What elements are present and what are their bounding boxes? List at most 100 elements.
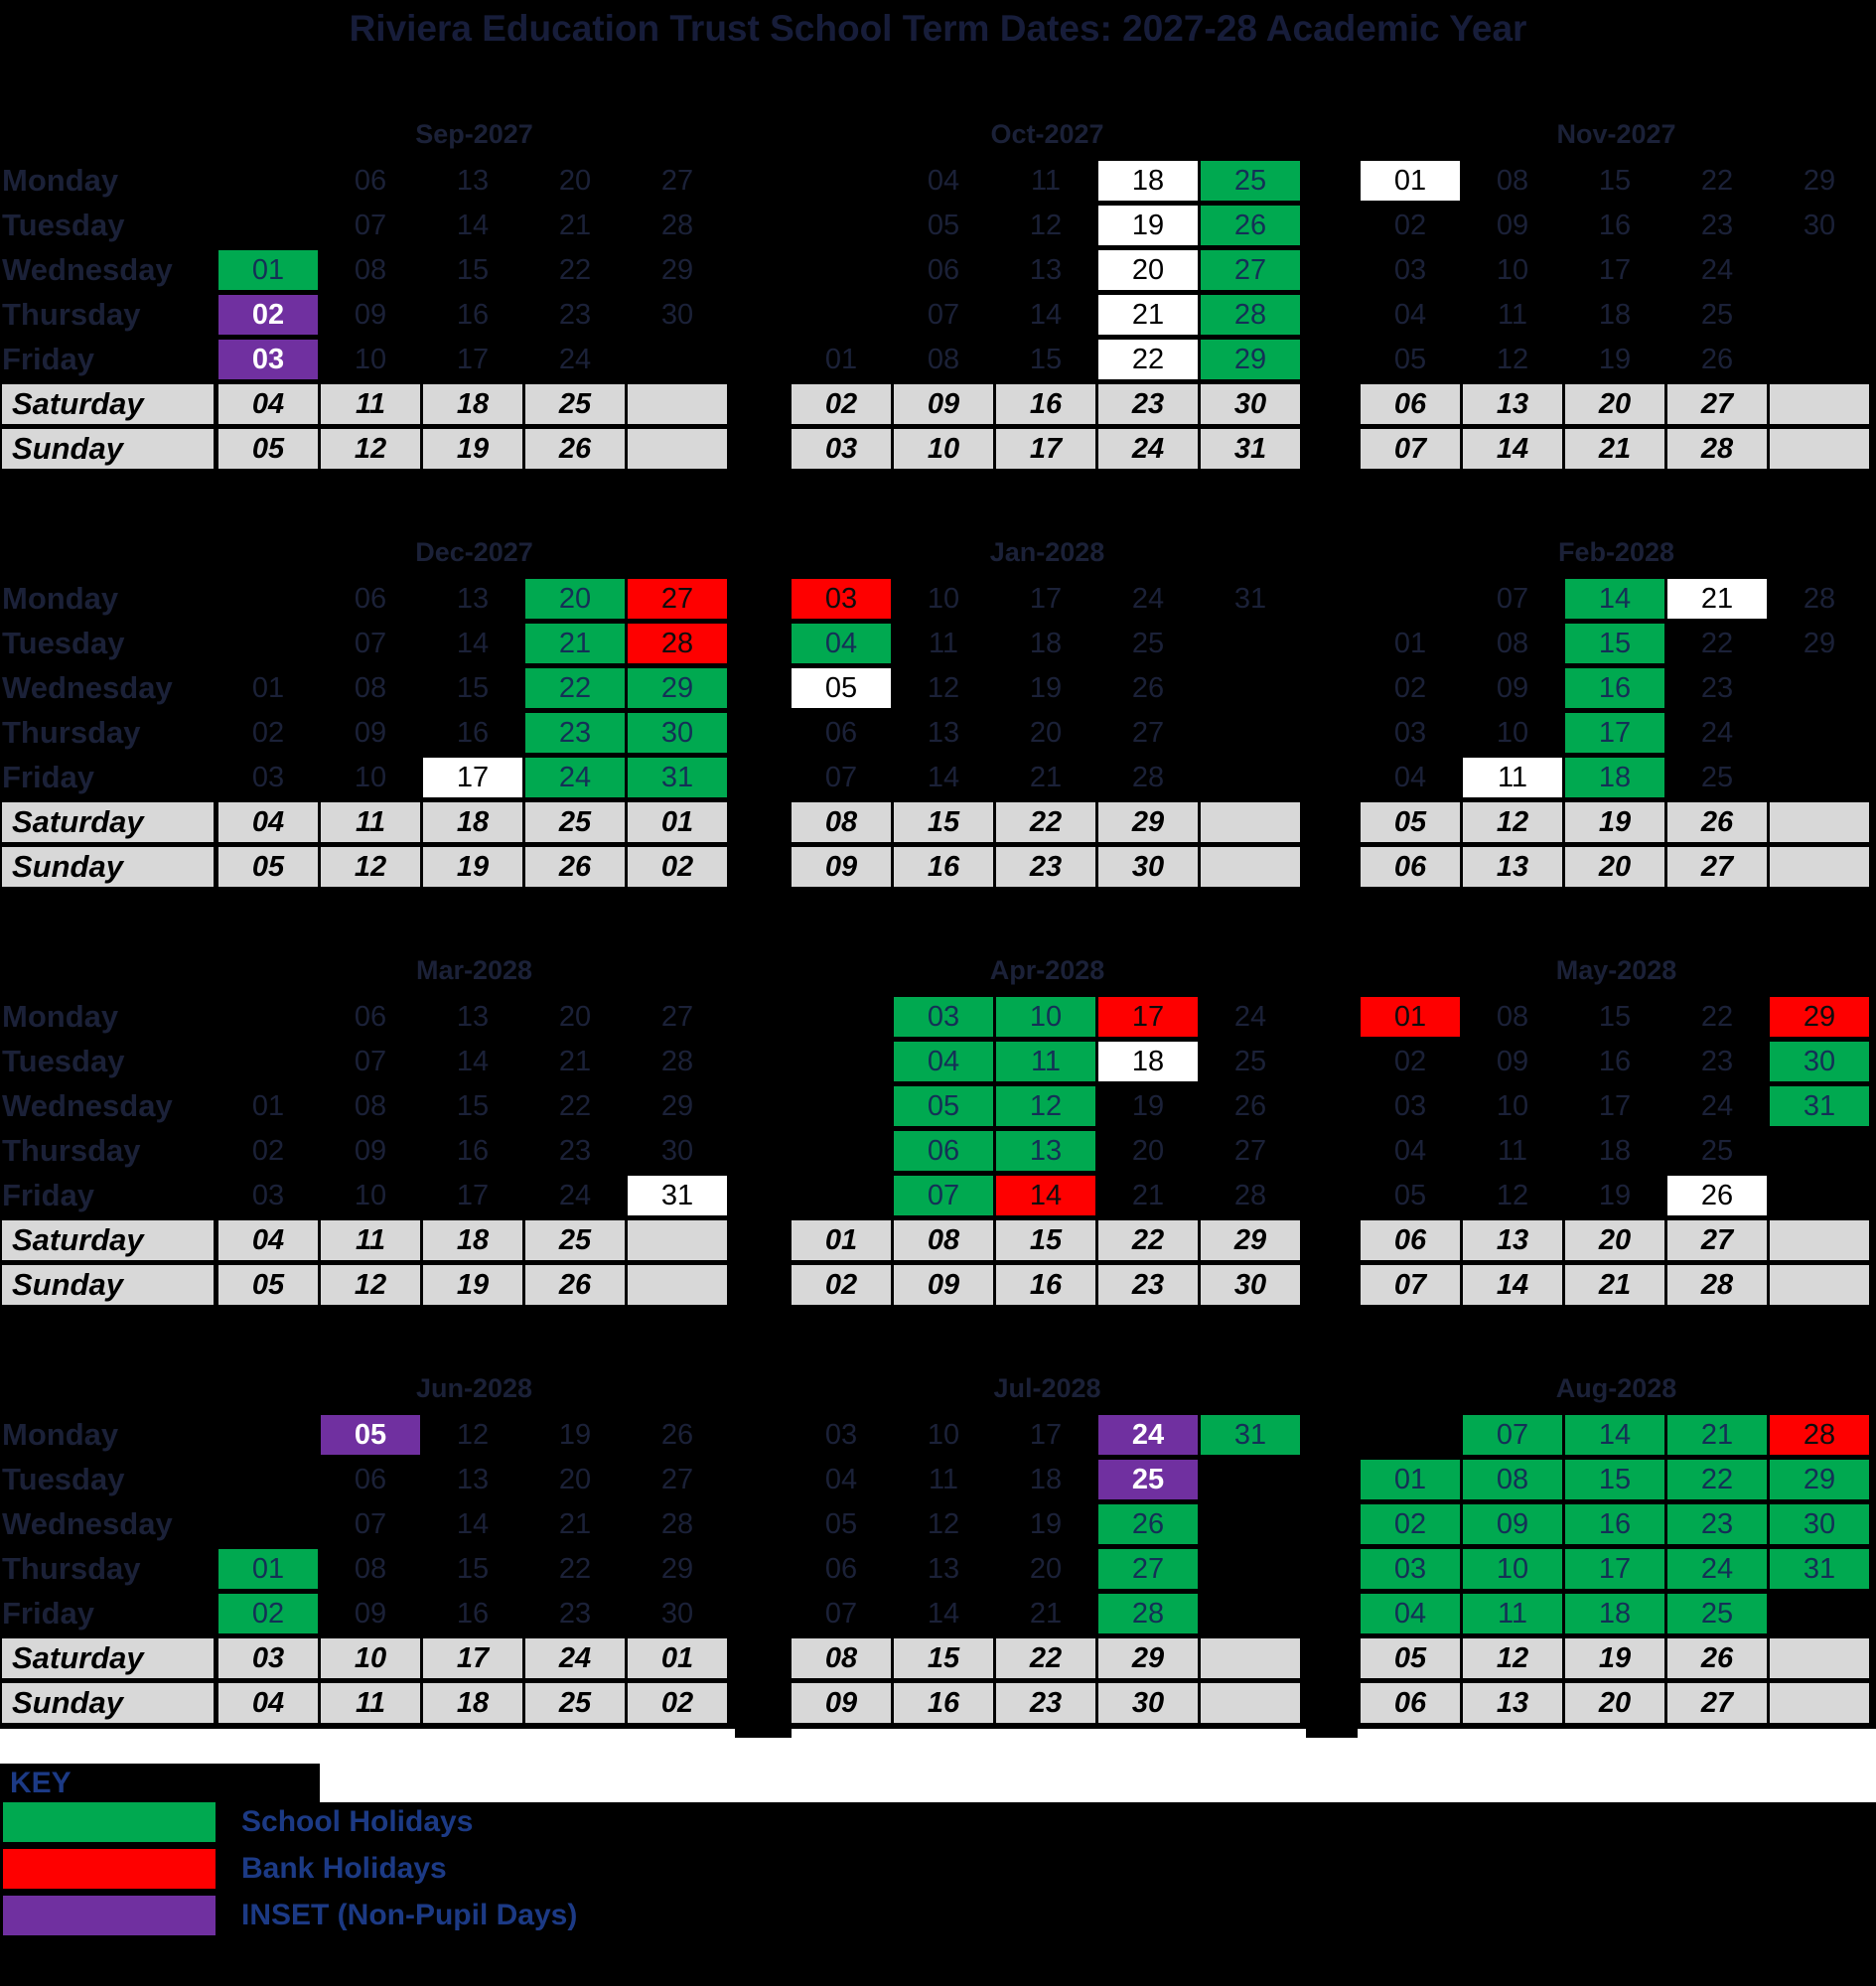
weekday-label-column: Monday Tuesday Wednesday Thursday Friday Satu… [2,579,214,887]
empty-cell [1201,1460,1300,1499]
day-cell: 04 [1393,1134,1427,1167]
day-cell: 03 [894,997,993,1037]
day-cell: 27 [660,164,694,197]
day-cell: 15 [1029,343,1063,375]
empty-cell [792,997,891,1037]
day-cell: 22 [1700,1000,1734,1033]
day-cell: 26 [660,1418,694,1451]
weekend-day-cell: 21 [1565,1265,1664,1305]
day-cell: 23 [1700,671,1734,704]
weekday-label: Sunday [2,847,214,887]
empty-cell [628,340,727,379]
weekend-day-cell: 16 [996,384,1095,424]
day-cell: 15 [456,253,490,286]
weekday-label: Tuesday [2,1462,125,1496]
day-cell: 13 [456,1000,490,1033]
weekend-day-cell: 03 [218,1638,318,1678]
day-cell: 31 [1770,1549,1869,1589]
page-title: Riviera Education Trust School Term Date… [349,8,1527,49]
weekend-day-cell: 22 [996,802,1095,842]
day-cell: 06 [894,1131,993,1171]
weekend-day-cell: 05 [1361,1638,1460,1678]
weekend-day-cell: 15 [894,1638,993,1678]
weekend-day-cell: 30 [1098,847,1198,887]
day-cell: 11 [1497,298,1528,331]
weekday-label: Monday [2,163,119,198]
day-cell: 14 [1565,1415,1664,1455]
day-cell: 24 [1700,253,1734,286]
day-cell: 26 [1098,1504,1198,1544]
day-cell: 12 [1029,209,1063,241]
day-cell: 07 [894,1176,993,1215]
day-cell: 07 [354,209,387,241]
day-cell: 01 [1361,1460,1460,1499]
day-cell: 22 [558,1089,592,1122]
day-cell: 29 [1803,164,1836,197]
day-cell: 12 [927,671,960,704]
day-cell: 19 [1029,1507,1063,1540]
day-cell: 07 [354,627,387,659]
day-cell: 05 [927,209,960,241]
month-header: Jul-2028 [993,1373,1101,1403]
weekend-day-cell: 08 [894,1220,993,1260]
day-cell: 31 [628,1176,727,1215]
weekend-day-cell: 06 [1361,384,1460,424]
empty-cell [1770,1176,1869,1215]
empty-cell [1201,1594,1300,1633]
day-cell: 23 [525,713,625,753]
weekend-day-cell: 20 [1565,1683,1664,1723]
weekend-day-cell: 08 [792,1638,891,1678]
day-cell: 12 [1496,343,1529,375]
weekend-day-cell: 04 [218,1220,318,1260]
weekend-day-cell: 22 [1098,1220,1198,1260]
weekend-day-cell: 05 [218,1265,318,1305]
day-cell: 06 [354,1000,387,1033]
key-heading: KEY [10,1767,72,1799]
day-cell: 31 [1770,1086,1869,1126]
day-cell: 30 [1770,1504,1869,1544]
weekend-day-cell: 11 [321,384,420,424]
month-grid: 06 13 20 27 07 14 21 28 01 08 15 22 29 02 09 16 23 30 03 10… [218,997,727,1305]
day-cell: 24 [558,343,592,375]
empty-cell [218,206,318,245]
day-cell: 22 [1700,627,1734,659]
day-cell: 10 [1496,253,1529,286]
day-cell: 07 [824,1597,858,1630]
day-cell: 24 [525,758,625,797]
day-cell: 10 [927,1418,960,1451]
legend-item-school-holidays: School Holidays [3,1802,577,1842]
empty-weekend-cell [1201,1638,1300,1678]
weekend-day-cell: 26 [1667,1638,1767,1678]
day-cell: 09 [354,298,387,331]
weekend-day-cell: 12 [321,1265,420,1305]
weekend-day-cell: 17 [996,429,1095,469]
weekday-label: Monday [2,999,119,1034]
legend-item-bank-holidays: Bank Holidays [3,1849,577,1889]
weekday-label: Monday [2,1417,119,1452]
day-cell: 08 [1496,164,1529,197]
day-cell: 15 [1565,624,1664,663]
day-cell: 28 [1098,1594,1198,1633]
day-cell: 04 [1393,761,1427,793]
weekend-day-cell: 10 [894,429,993,469]
weekend-day-cell: 27 [1667,384,1767,424]
day-cell: 03 [1393,253,1427,286]
legend: School Holidays Bank Holidays INSET (Non… [3,1802,577,1942]
weekend-day-cell: 06 [1361,1683,1460,1723]
weekend-day-cell: 15 [894,802,993,842]
day-cell: 09 [354,1134,387,1167]
day-cell: 13 [996,1131,1095,1171]
day-cell: 28 [660,209,694,241]
day-cell: 01 [824,343,858,375]
weekend-day-cell: 08 [792,802,891,842]
weekend-day-cell: 29 [1201,1220,1300,1260]
weekend-day-cell: 20 [1565,384,1664,424]
empty-cell [792,1176,891,1215]
month-grid: 01 08 15 22 29 02 09 16 23 30 03 10 17 24 04 11 18 25 05 12… [1361,161,1869,469]
day-cell: 27 [660,1463,694,1495]
empty-cell [218,1415,318,1455]
day-cell: 17 [1029,582,1063,615]
month-header: Jun-2028 [415,1373,533,1403]
day-cell: 17 [1565,1549,1664,1589]
day-cell: 03 [1393,1089,1427,1122]
